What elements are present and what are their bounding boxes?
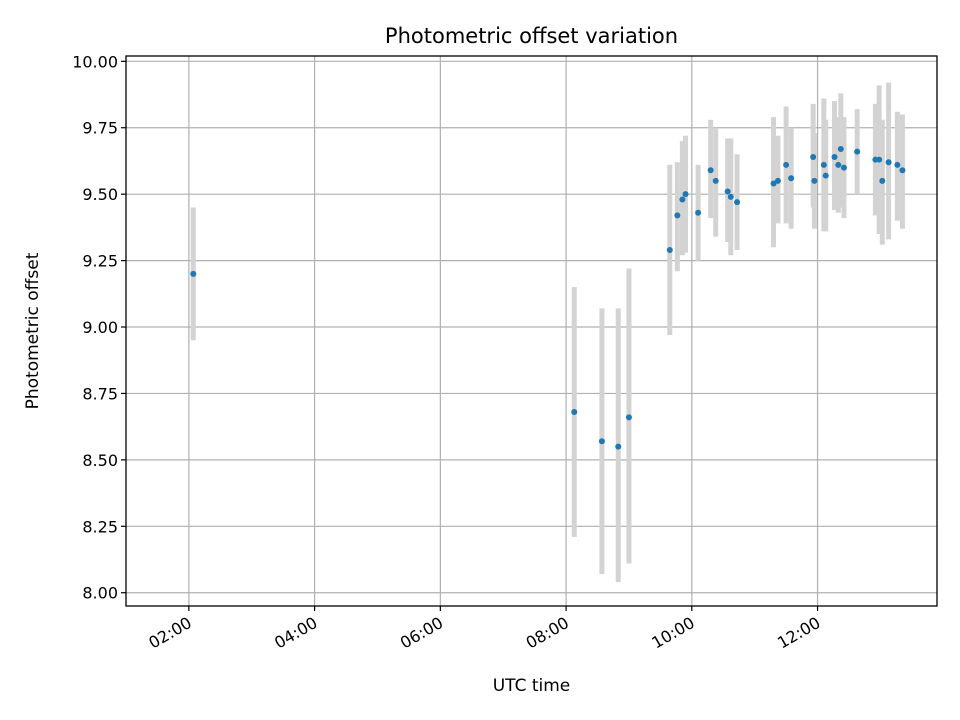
- data-point: [679, 196, 686, 203]
- data-point: [899, 167, 906, 174]
- data-point: [770, 180, 777, 187]
- data-point: [788, 175, 795, 182]
- y-tick-label: 8.50: [82, 451, 118, 470]
- data-point: [625, 414, 632, 421]
- data-point: [734, 199, 741, 206]
- y-tick-label: 8.25: [82, 517, 118, 536]
- grid: [126, 56, 937, 606]
- y-tick-label: 9.75: [82, 119, 118, 138]
- data-point: [894, 161, 901, 168]
- data-point: [810, 153, 817, 160]
- data-point: [571, 409, 578, 416]
- data-point: [876, 156, 883, 163]
- data-point: [820, 161, 827, 168]
- data-point: [835, 161, 842, 168]
- data-point: [674, 212, 681, 219]
- y-tick-label: 9.00: [82, 318, 118, 337]
- data-point: [840, 164, 847, 171]
- data-point: [707, 167, 714, 174]
- y-tick-label: 8.75: [82, 384, 118, 403]
- data-point: [831, 153, 838, 160]
- data-point: [885, 159, 892, 166]
- y-tick-label: 9.25: [82, 252, 118, 271]
- data-point: [190, 270, 197, 277]
- x-axis-label: UTC time: [493, 676, 571, 696]
- data-point: [682, 191, 689, 198]
- y-tick-label: 8.00: [82, 584, 118, 603]
- plot-frame: [125, 55, 938, 607]
- data-point: [811, 177, 818, 184]
- data-point: [783, 161, 790, 168]
- data-point: [879, 177, 886, 184]
- y-tick-label: 9.50: [82, 185, 118, 204]
- chart-title: Photometric offset variation: [385, 24, 678, 48]
- data-point: [695, 209, 702, 216]
- data-point: [837, 145, 844, 152]
- data-point: [822, 172, 829, 179]
- data-point: [727, 193, 734, 200]
- data-points: [190, 145, 906, 450]
- y-tick-label: 10.00: [72, 52, 118, 71]
- data-point: [724, 188, 731, 195]
- data-point: [598, 438, 605, 445]
- data-point: [774, 177, 781, 184]
- data-point: [712, 177, 719, 184]
- data-point: [615, 443, 622, 450]
- data-point: [666, 246, 673, 253]
- data-point: [854, 148, 861, 155]
- y-axis-label: Photometric offset: [23, 252, 43, 409]
